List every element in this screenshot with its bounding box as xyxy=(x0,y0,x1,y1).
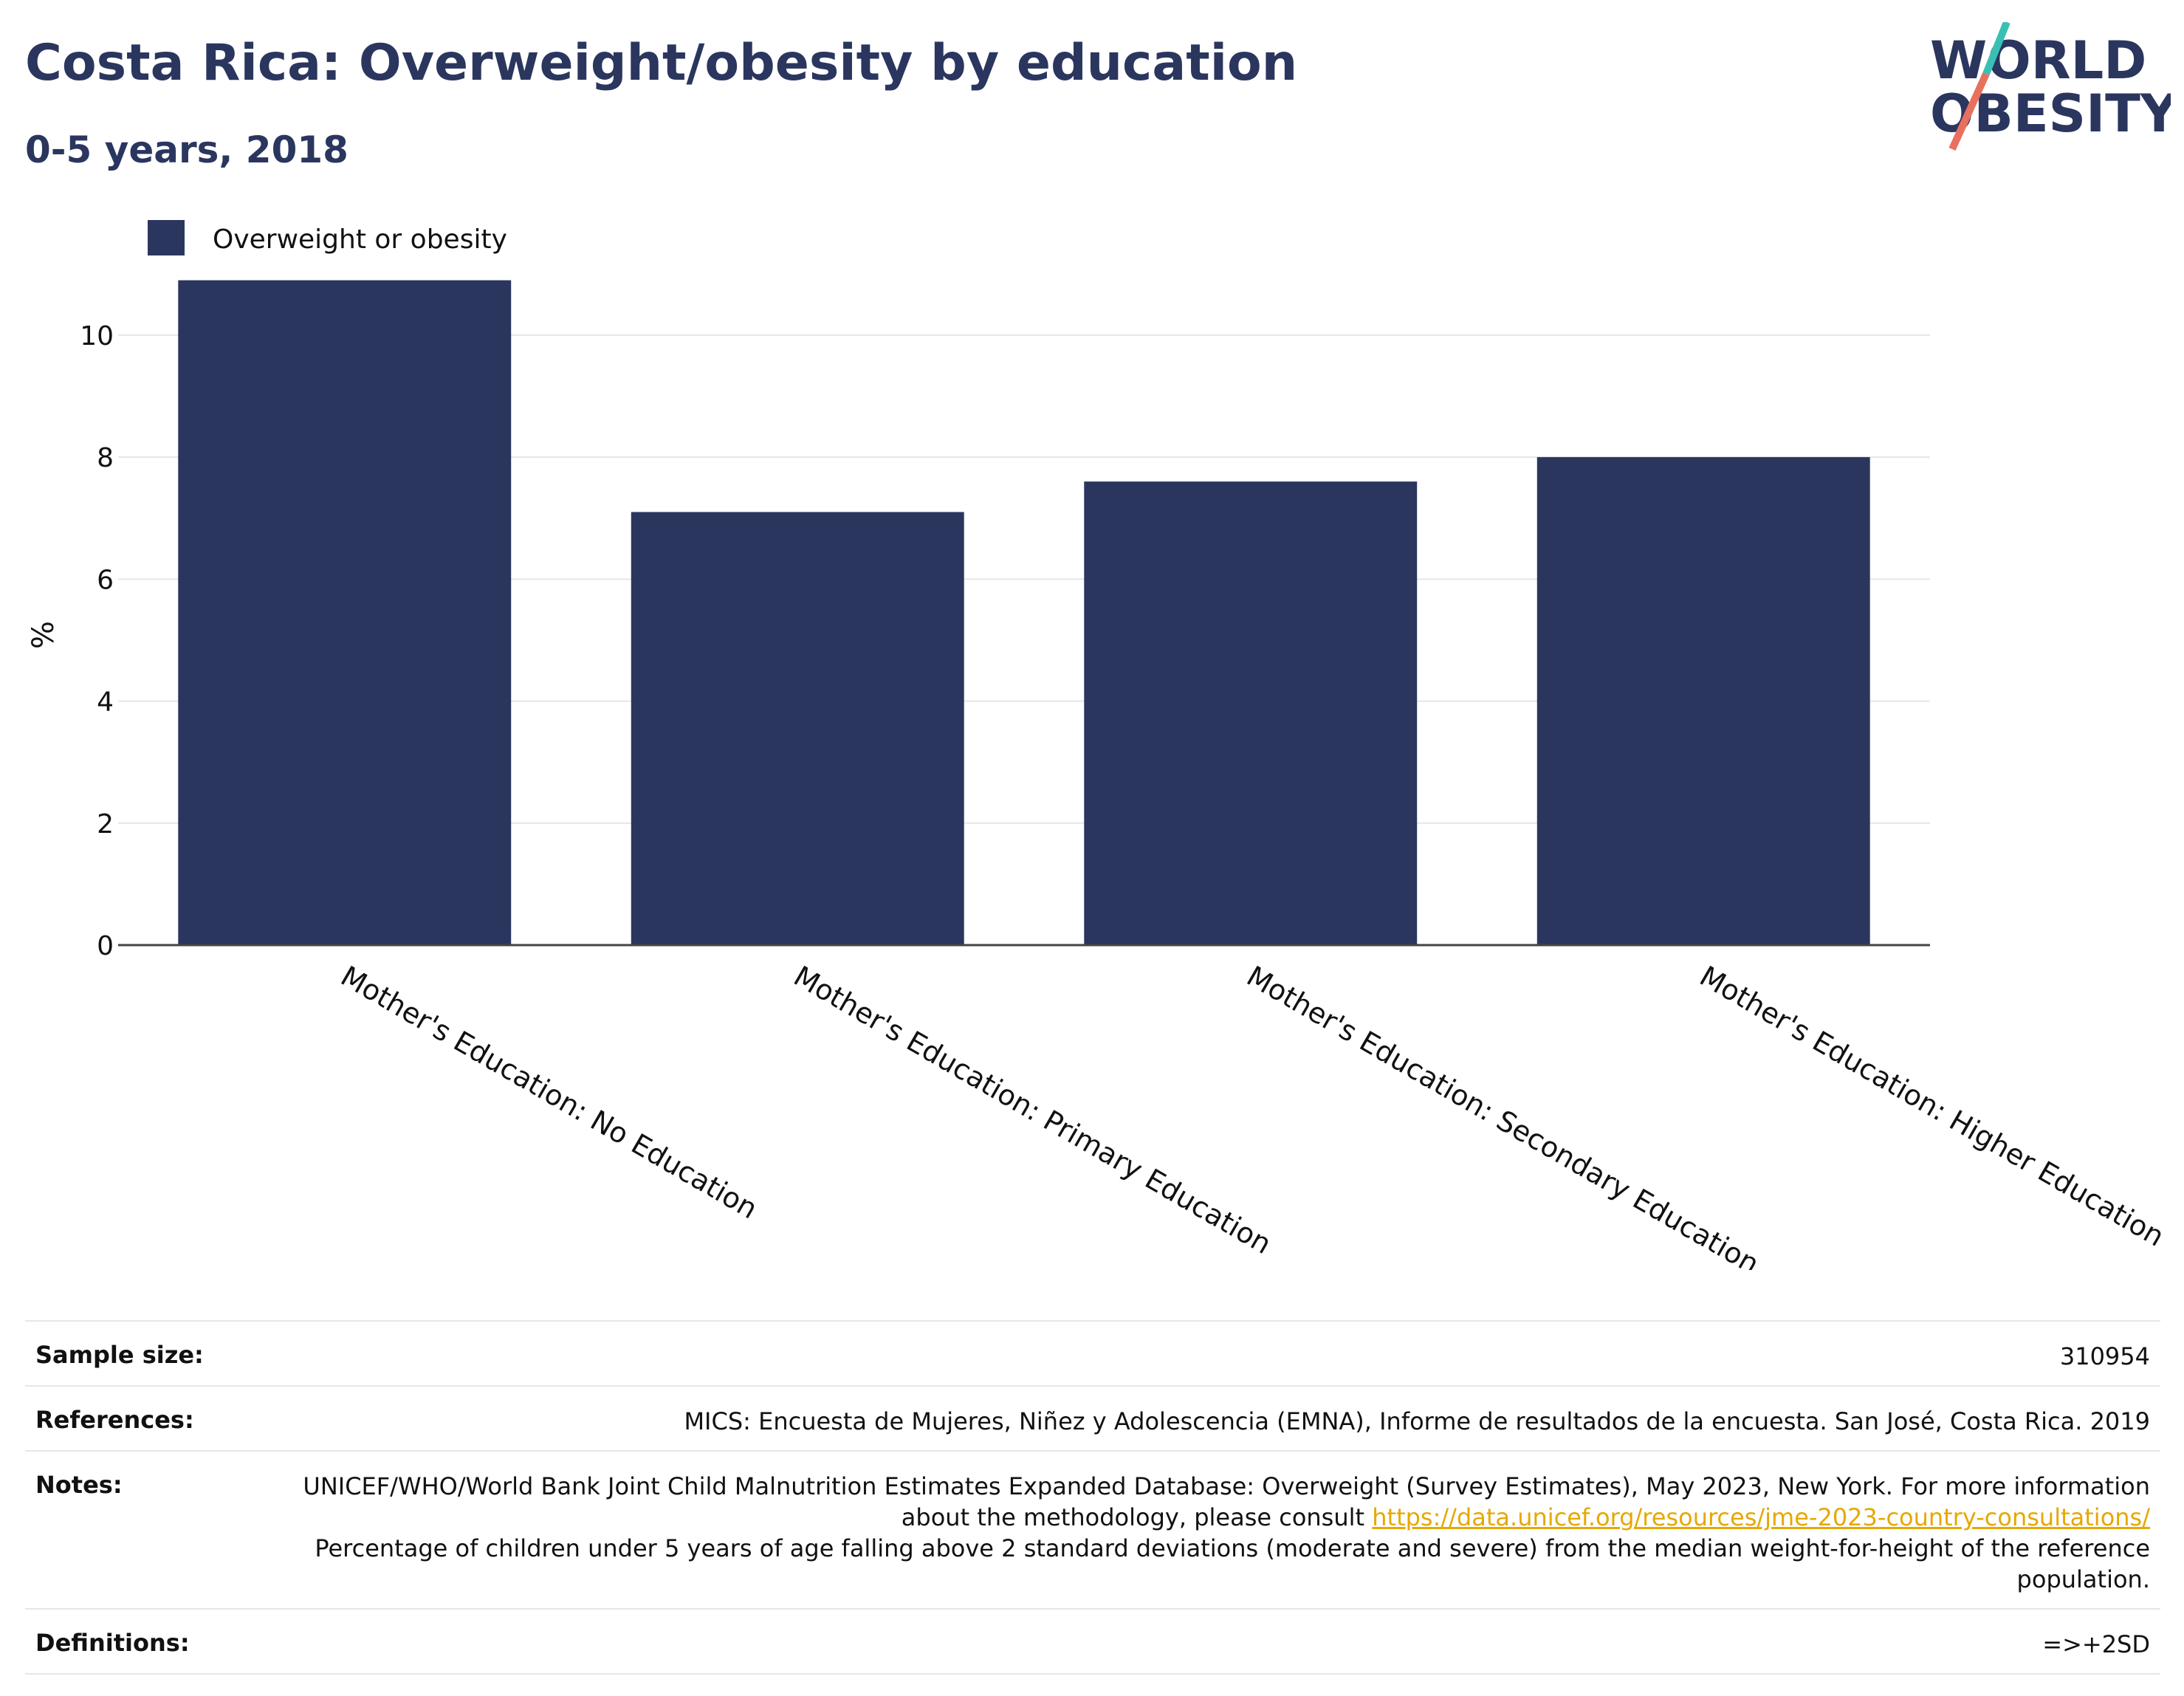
notes-value: UNICEF/WHO/World Bank Joint Child Malnut… xyxy=(275,1471,2150,1595)
references-value: MICS: Encuesta de Mujeres, Niñez y Adole… xyxy=(684,1407,2150,1435)
definitions-row: Definitions: =>+2SD xyxy=(25,1608,2160,1675)
y-tick-label: 0 xyxy=(97,931,114,961)
references-label: References: xyxy=(35,1406,194,1434)
sample-size-value: 310954 xyxy=(2059,1342,2150,1370)
bar xyxy=(631,512,964,945)
y-tick-label: 6 xyxy=(97,565,114,595)
x-tick-labels: Mother's Education: No Education Mother's… xyxy=(335,960,2169,1270)
legend-label: Overweight or obesity xyxy=(213,224,507,255)
y-tick-label: 10 xyxy=(80,321,114,351)
notes-text: UNICEF/WHO/World Bank Joint Child Malnut… xyxy=(303,1472,2150,1531)
legend: Overweight or obesity xyxy=(148,220,507,255)
legend-swatch xyxy=(148,220,185,255)
x-tick-label: Mother's Education: Primary Education xyxy=(789,960,1277,1260)
logo-slash-teal xyxy=(1982,22,2010,75)
definitions-value: =>+2SD xyxy=(2042,1630,2150,1658)
chart-title: Costa Rica: Overweight/obesity by educat… xyxy=(25,34,1298,92)
definitions-label: Definitions: xyxy=(35,1629,190,1657)
bar xyxy=(178,280,512,946)
notes-link[interactable]: https://data.unicef.org/resources/jme-20… xyxy=(1372,1503,2150,1531)
x-tick-label: Mother's Education: Secondary Education xyxy=(1241,960,1765,1270)
y-tick-label: 8 xyxy=(97,443,114,473)
bar-chart: Overweight or obesity % 0 2 4 6 8 10 Mother's… xyxy=(27,220,2170,1270)
bar xyxy=(1536,457,1870,945)
notes-definition-text: Percentage of children under 5 years of … xyxy=(315,1534,2150,1593)
world-obesity-logo: WORLD OBESITY xyxy=(1930,22,2171,151)
bar xyxy=(1084,481,1418,945)
notes-row: Notes: UNICEF/WHO/World Bank Joint Child… xyxy=(25,1450,2160,1608)
notes-label: Notes: xyxy=(35,1471,123,1499)
sample-size-label: Sample size: xyxy=(35,1341,204,1369)
chart-subtitle: 0-5 years, 2018 xyxy=(25,128,348,171)
y-tick-labels: 0 2 4 6 8 10 xyxy=(80,321,114,961)
sample-size-row: Sample size: 310954 xyxy=(25,1320,2160,1385)
bars xyxy=(178,280,1870,946)
y-tick-label: 2 xyxy=(97,809,114,840)
logo-text-world: WORLD xyxy=(1930,30,2146,91)
logo-slash-coral xyxy=(1948,72,1990,151)
info-table: Sample size: 310954 References: MICS: En… xyxy=(25,1320,2160,1675)
y-axis-label: % xyxy=(27,621,61,649)
y-tick-label: 4 xyxy=(97,687,114,718)
x-tick-label: Mother's Education: No Education xyxy=(335,960,763,1226)
x-tick-label: Mother's Education: Higher Education xyxy=(1694,960,2170,1253)
references-row: References: MICS: Encuesta de Mujeres, N… xyxy=(25,1385,2160,1450)
